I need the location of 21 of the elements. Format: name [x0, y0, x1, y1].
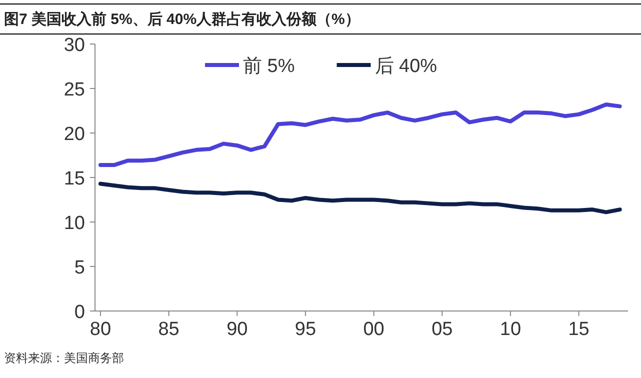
line-series	[98, 182, 622, 214]
x-tick-label: 95	[294, 319, 316, 340]
y-tick-label: 30	[64, 35, 85, 56]
y-tick-label: 0	[74, 302, 85, 323]
x-tick-label: 90	[226, 319, 248, 340]
x-tick-label: 85	[158, 319, 180, 340]
y-tick-label: 5	[74, 258, 85, 278]
y-tick-label: 20	[64, 124, 85, 145]
line-series	[98, 102, 622, 168]
text: 资料来源：美国商务部	[4, 351, 124, 365]
x-tick-label: 80	[90, 319, 112, 340]
x-tick-label: 10	[500, 319, 522, 340]
y-tick-label: 15	[64, 168, 85, 190]
chart-title: 图7 美国收入前 5%、后 40%人群占有收入份额（%）	[4, 10, 360, 28]
y-tick-label: 25	[64, 80, 85, 100]
legend-label: 前 5%	[243, 56, 295, 77]
x-tick-label: 00	[363, 319, 384, 340]
y-tick-label: 10	[64, 213, 85, 234]
x-tick-label: 05	[432, 319, 453, 340]
x-tick-label: 15	[568, 319, 590, 340]
legend-label: 后 40%	[374, 56, 438, 77]
